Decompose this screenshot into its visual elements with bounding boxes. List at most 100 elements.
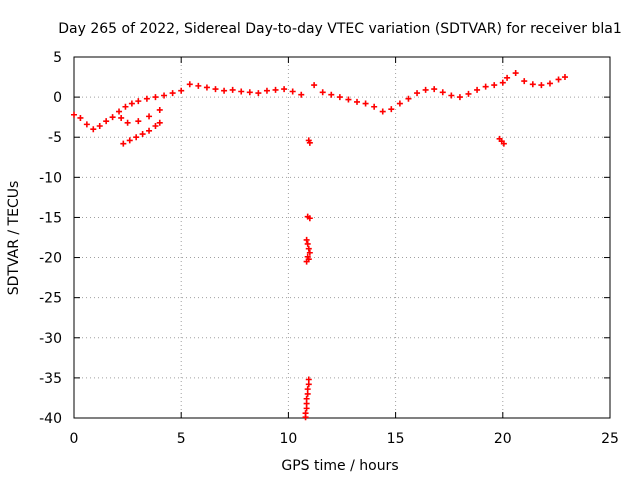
data-point-main-trend (396, 100, 403, 107)
data-point-main-trend (354, 98, 361, 105)
data-point-main-trend (521, 78, 528, 85)
data-point-main-trend (195, 82, 202, 89)
data-point-main-trend (96, 122, 103, 129)
data-point-main-trend (422, 86, 429, 93)
data-point-lower-branch (135, 118, 142, 125)
data-point-main-trend (103, 118, 110, 125)
tick-labels: 0 5 10 15 20 25 5 0 -5 -10 -15 -20 -25 -30 -35 -40 (39, 50, 619, 447)
data-point-main-trend (229, 86, 236, 93)
data-point-main-trend (246, 89, 253, 96)
chart-title: Day 265 of 2022, Sidereal Day-to-day VTE… (58, 21, 621, 37)
data-point-outliers (306, 139, 313, 146)
data-point-lower-branch (156, 119, 163, 126)
data-point-main-trend (379, 108, 386, 115)
data-point-main-trend (529, 81, 536, 88)
plot-frame (73, 56, 611, 419)
data-point-main-trend (431, 86, 438, 93)
data-point-lower-branch (152, 122, 159, 129)
data-point-main-trend (538, 82, 545, 89)
y-tick-label: -10 (39, 170, 62, 186)
data-point-lower-branch (156, 106, 163, 113)
y-tick-label: 0 (53, 90, 62, 106)
x-tick-label: 25 (601, 431, 619, 447)
data-point-outliers (304, 240, 311, 247)
data-point-main-trend (482, 83, 489, 90)
data-point-outliers (304, 390, 311, 397)
data-point-main-trend (546, 80, 553, 87)
data-point-main-trend (263, 87, 270, 94)
data-point-main-trend (109, 114, 116, 121)
data-point-main-trend (71, 111, 77, 118)
grid-lines (74, 57, 610, 418)
data-point-main-trend (255, 90, 262, 97)
y-tick-label: -15 (39, 210, 62, 226)
data-point-main-trend (555, 76, 562, 83)
data-point-main-trend (161, 92, 168, 99)
data-point-main-trend (336, 94, 343, 101)
data-points (71, 70, 568, 421)
data-point-main-trend (143, 95, 150, 102)
data-point-lower-branch (126, 137, 133, 144)
data-point-main-trend (298, 91, 305, 98)
x-tick-label: 5 (177, 431, 186, 447)
data-point-outliers (305, 245, 312, 252)
data-point-main-trend (122, 103, 129, 110)
data-point-main-trend (448, 92, 455, 99)
data-point-outliers (303, 236, 310, 243)
data-point-main-trend (388, 106, 395, 113)
x-tick-label: 0 (70, 431, 79, 447)
data-point-outliers (306, 249, 313, 256)
data-point-main-trend (238, 88, 245, 95)
data-point-main-trend (135, 98, 142, 105)
data-point-main-trend (289, 88, 296, 95)
x-tick-label: 10 (279, 431, 297, 447)
data-point-lower-branch (118, 114, 125, 121)
data-point-lower-branch (146, 127, 153, 134)
data-point-main-trend (272, 86, 279, 93)
axes (73, 56, 611, 419)
data-point-main-trend (504, 74, 511, 81)
data-point-main-trend (456, 94, 463, 101)
data-point-lower-branch (146, 113, 153, 120)
data-point-main-trend (499, 79, 506, 86)
data-point-main-trend (371, 103, 378, 110)
y-tick-label: -25 (39, 291, 62, 307)
data-point-main-trend (90, 126, 97, 133)
data-point-main-trend (414, 90, 421, 97)
y-tick-label: 5 (53, 50, 62, 66)
x-tick-label: 15 (387, 431, 405, 447)
x-tick-label: 20 (494, 431, 512, 447)
data-point-main-trend (491, 82, 498, 89)
data-point-main-trend (319, 89, 326, 96)
data-point-main-trend (212, 86, 219, 93)
data-point-main-trend (203, 84, 210, 91)
y-tick-label: -40 (39, 411, 62, 427)
data-point-main-trend (178, 87, 185, 94)
data-point-main-trend (77, 114, 84, 121)
data-point-main-trend (405, 95, 412, 102)
data-point-lower-branch (133, 134, 140, 141)
data-point-main-trend (169, 90, 176, 97)
data-point-main-trend (474, 86, 481, 93)
data-point-main-trend (116, 108, 123, 115)
data-point-outliers (303, 405, 310, 412)
data-point-main-trend (152, 94, 159, 101)
data-point-lower-branch (120, 140, 127, 147)
data-point-outliers (306, 215, 313, 222)
data-point-main-trend (345, 96, 352, 103)
data-point-main-trend (311, 82, 318, 89)
data-point-lower-branch (139, 131, 146, 138)
data-point-main-trend (128, 100, 135, 107)
y-tick-label: -20 (39, 251, 62, 267)
data-point-lower-branch (124, 119, 131, 126)
data-point-main-trend (281, 86, 288, 93)
y-axis-label: SDTVAR / TECUs (6, 181, 22, 296)
data-point-main-trend (328, 91, 335, 98)
x-axis-label: GPS time / hours (281, 458, 398, 474)
data-point-outliers (303, 258, 310, 265)
data-point-main-trend (561, 74, 568, 81)
data-point-outliers (500, 140, 507, 147)
data-point-main-trend (221, 87, 228, 94)
data-point-main-trend (362, 100, 369, 107)
